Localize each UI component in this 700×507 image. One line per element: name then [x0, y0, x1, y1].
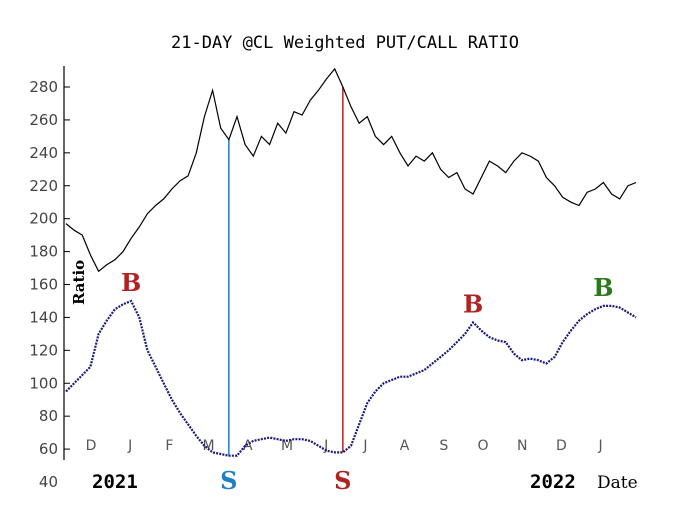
- x-tick-label: O: [477, 438, 488, 454]
- x-tick-label: M: [281, 438, 293, 454]
- buy-signal: B: [121, 268, 141, 297]
- y-tick-label: 160: [29, 276, 58, 294]
- x-tick-label: J: [127, 438, 132, 454]
- x-tick-label: F: [165, 438, 173, 454]
- y-tick-label: 40: [39, 473, 58, 491]
- sell-signal: S: [334, 466, 351, 495]
- x-tick-label: S: [439, 438, 448, 454]
- year-label-2022: 2022: [530, 471, 576, 493]
- year-label-2021: 2021: [92, 471, 138, 493]
- y-tick-label: 220: [29, 177, 58, 195]
- buy-signal: B: [463, 289, 483, 318]
- y-tick-label: 260: [29, 111, 58, 129]
- x-tick-label: A: [243, 438, 253, 454]
- x-tick-label: J: [323, 438, 328, 454]
- y-tick-label: 100: [29, 374, 58, 392]
- x-tick-label: D: [86, 438, 97, 454]
- x-tick-label: J: [362, 438, 367, 454]
- x-axis-label: Date: [597, 473, 638, 493]
- sell-signal: S: [220, 466, 237, 495]
- signal-lines: [228, 87, 344, 456]
- x-tick-label: J: [598, 438, 603, 454]
- y-tick-label: 200: [29, 210, 58, 228]
- buy-signal: B: [593, 273, 613, 302]
- y-tick-label: 280: [29, 78, 58, 96]
- y-axis-label: Ratio: [70, 260, 88, 305]
- y-tick-label: 80: [39, 407, 58, 425]
- y-tick-label: 240: [29, 144, 58, 162]
- y-tick-label: 140: [29, 308, 58, 326]
- chart-title: 21-DAY @CL Weighted PUT/CALL RATIO: [171, 33, 519, 53]
- y-tick-label: 120: [29, 341, 58, 359]
- x-tick-label: A: [400, 438, 410, 454]
- y-ticks: 40 60 80 100 120 140 160 180 200 220 240 260 280: [29, 78, 70, 491]
- x-tick-label: M: [203, 438, 215, 454]
- y-tick-label: 180: [29, 243, 58, 261]
- x-tick-label: N: [517, 438, 527, 454]
- price-line: [65, 67, 637, 273]
- y-tick-label: 60: [39, 440, 58, 458]
- signal-markers: B S S B B: [121, 268, 614, 495]
- x-tick-label: D: [556, 438, 567, 454]
- ratio-line: [65, 299, 637, 457]
